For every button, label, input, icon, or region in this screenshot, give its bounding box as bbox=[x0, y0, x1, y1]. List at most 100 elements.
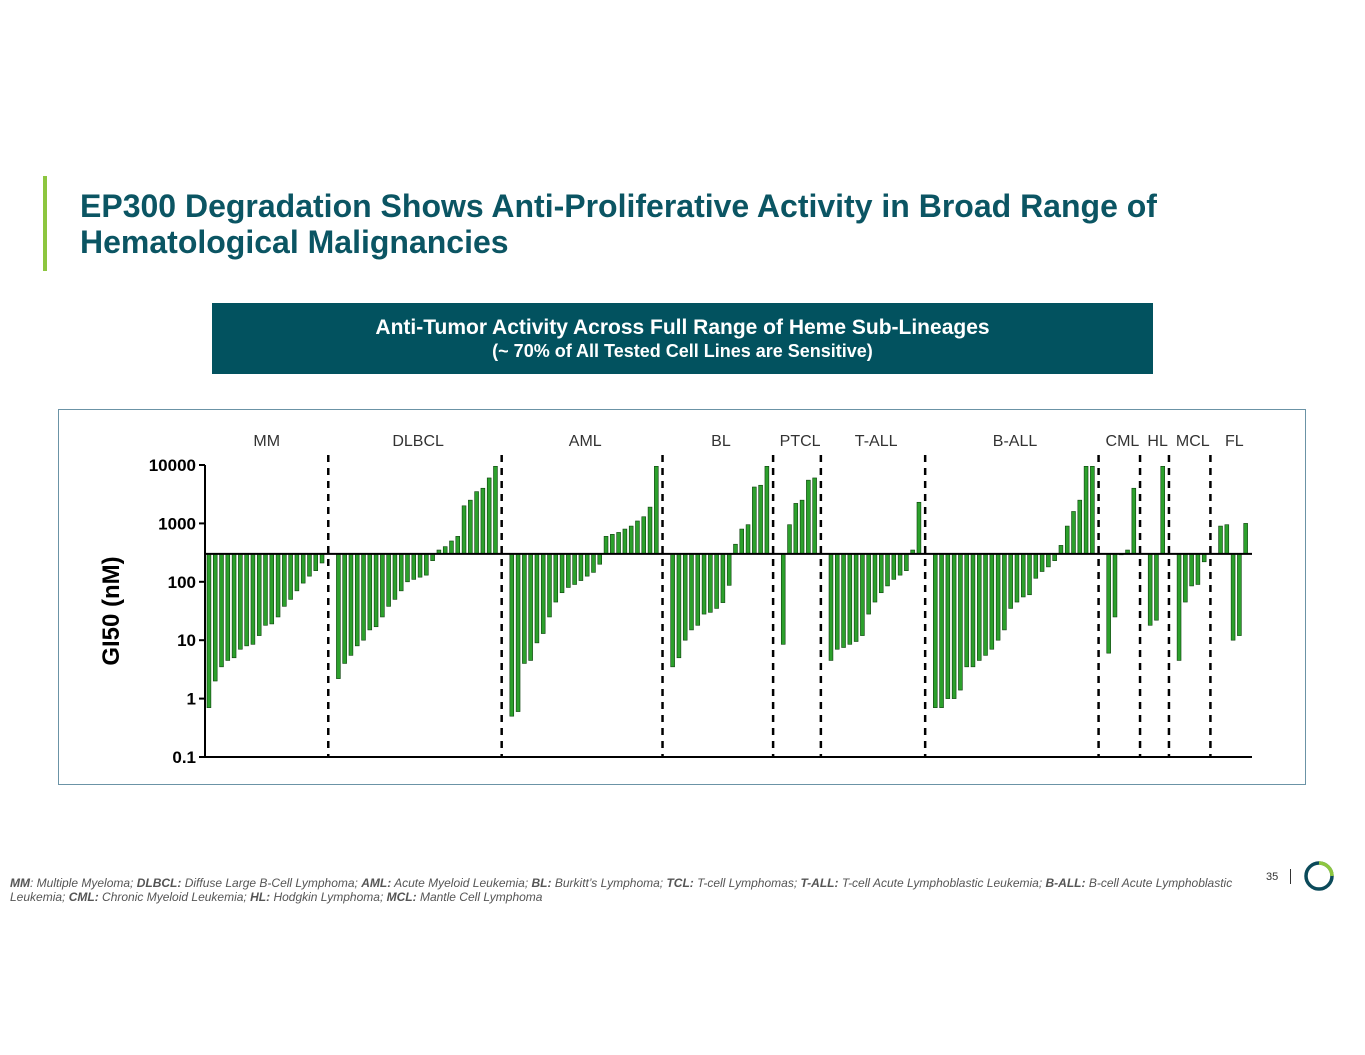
group-label: HL bbox=[1147, 433, 1168, 450]
bar bbox=[1195, 553, 1201, 585]
group-label: FL bbox=[1225, 433, 1244, 450]
bar bbox=[534, 553, 540, 644]
bar bbox=[780, 553, 786, 645]
bar bbox=[474, 491, 479, 555]
bar bbox=[294, 553, 300, 592]
bar bbox=[528, 553, 533, 661]
footnote-abbr: TCL: bbox=[666, 876, 694, 890]
bar bbox=[566, 553, 571, 588]
bar bbox=[628, 525, 634, 555]
bar bbox=[670, 553, 675, 668]
bar bbox=[354, 553, 360, 647]
bar bbox=[553, 553, 559, 603]
bar bbox=[860, 553, 865, 636]
bar bbox=[238, 553, 243, 650]
bar bbox=[275, 553, 281, 618]
bar bbox=[559, 553, 565, 594]
bar bbox=[1008, 553, 1013, 609]
bar bbox=[468, 499, 473, 555]
bar bbox=[603, 536, 609, 555]
bar bbox=[945, 553, 951, 699]
bar bbox=[635, 520, 640, 555]
footnote-abbr: MCL: bbox=[386, 890, 417, 904]
bar bbox=[622, 528, 628, 555]
bar bbox=[799, 499, 805, 555]
bar bbox=[1077, 499, 1083, 555]
bar bbox=[380, 553, 385, 618]
bar bbox=[398, 553, 404, 592]
bar bbox=[970, 553, 976, 668]
bar bbox=[1083, 466, 1089, 555]
bar bbox=[256, 553, 262, 636]
y-tick-label: 1000 bbox=[158, 514, 196, 533]
footnote-abbr: DLBCL: bbox=[136, 876, 182, 890]
footnote-definition: Mantle Cell Lymphoma bbox=[416, 890, 543, 904]
bar bbox=[584, 553, 590, 577]
group-label: MCL bbox=[1176, 433, 1210, 450]
footnote-abbr: HL: bbox=[250, 890, 271, 904]
footnote-abbr: AML: bbox=[361, 876, 392, 890]
bar bbox=[1224, 524, 1230, 555]
footnote-definition: Burkitt’s Lymphoma; bbox=[551, 876, 667, 890]
footnote-definition: Hodgkin Lymphoma; bbox=[270, 890, 387, 904]
bar bbox=[872, 553, 878, 603]
bar bbox=[616, 532, 621, 555]
footnote-definition: Chronic Myeloid Leukemia; bbox=[98, 890, 251, 904]
bar bbox=[812, 477, 817, 555]
bar bbox=[373, 553, 379, 628]
bar bbox=[1090, 466, 1095, 555]
bar bbox=[392, 553, 398, 600]
bar bbox=[597, 553, 603, 565]
footnote-definition: Acute Myeloid Leukemia; bbox=[391, 876, 532, 890]
bar bbox=[951, 553, 957, 699]
bar bbox=[1154, 553, 1159, 621]
group-label: MM bbox=[253, 433, 280, 450]
bar bbox=[695, 553, 701, 626]
bar bbox=[733, 543, 738, 555]
bar bbox=[676, 553, 682, 659]
bar bbox=[647, 506, 653, 555]
bar bbox=[682, 553, 688, 641]
bar bbox=[1058, 545, 1064, 555]
bar bbox=[300, 553, 306, 584]
bar bbox=[641, 516, 646, 555]
bar bbox=[701, 553, 707, 615]
bar bbox=[866, 553, 871, 615]
bar bbox=[1243, 523, 1248, 555]
bar bbox=[847, 553, 853, 645]
footnote-definition: T-cell Acute Lymphoblastic Leukemia; bbox=[838, 876, 1046, 890]
group-label: DLBCL bbox=[392, 433, 444, 450]
bar bbox=[828, 553, 834, 661]
bar bbox=[720, 553, 726, 603]
bar bbox=[405, 553, 410, 583]
bar bbox=[219, 553, 224, 668]
bar bbox=[515, 553, 521, 712]
bar bbox=[442, 546, 448, 555]
bar bbox=[244, 553, 249, 647]
bar bbox=[212, 553, 218, 682]
bar bbox=[522, 553, 527, 664]
bar bbox=[417, 553, 423, 578]
bar bbox=[1230, 553, 1236, 641]
bar bbox=[307, 553, 312, 577]
chart-frame: 10000 1000 100 10 1 0.1 GI50 (nM) MM DLBCL AML BL P… bbox=[58, 409, 1306, 785]
bar bbox=[1052, 553, 1057, 561]
slide-title: EP300 Degradation Shows Anti-Proliferati… bbox=[80, 188, 1157, 260]
bar bbox=[745, 524, 751, 555]
bar bbox=[430, 553, 435, 561]
group-label: AML bbox=[569, 433, 602, 450]
bar bbox=[424, 553, 429, 576]
bar bbox=[958, 553, 963, 691]
bar bbox=[342, 553, 347, 664]
title-accent-bar bbox=[43, 176, 47, 271]
bar bbox=[231, 553, 237, 659]
group-label: BL bbox=[711, 433, 731, 450]
y-tick-label: 10 bbox=[177, 631, 196, 650]
bar bbox=[878, 553, 884, 594]
bar bbox=[806, 479, 811, 555]
bar bbox=[708, 553, 713, 613]
bar bbox=[1112, 553, 1118, 618]
footnote-abbr: MM bbox=[10, 876, 30, 890]
bar bbox=[480, 487, 486, 555]
bar bbox=[509, 553, 515, 717]
